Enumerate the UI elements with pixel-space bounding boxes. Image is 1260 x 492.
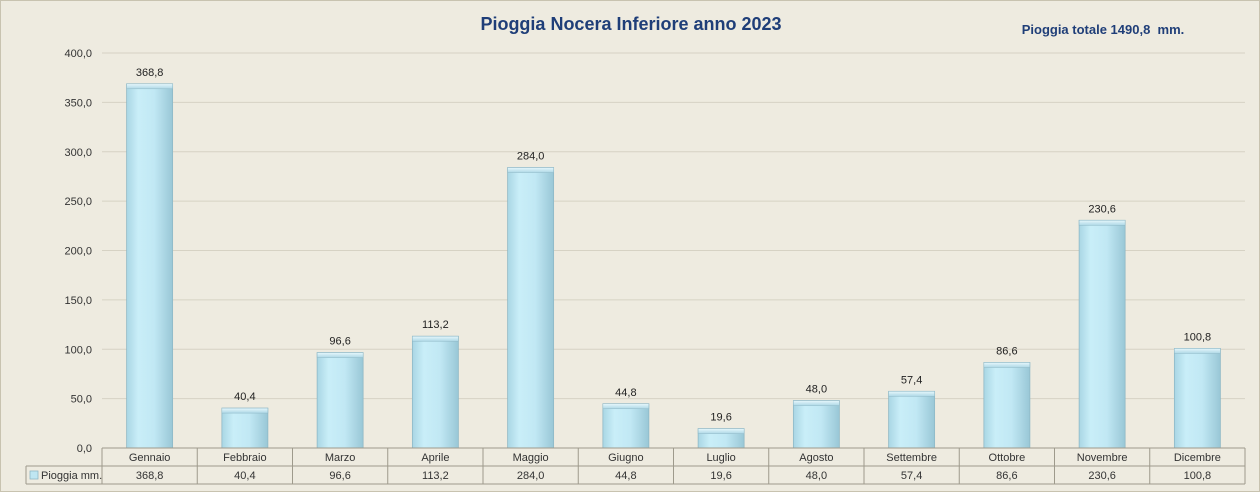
- bar-febbraio: [221, 407, 269, 449]
- bar-agosto: [792, 400, 840, 449]
- x-tick-label: Giugno: [608, 452, 643, 464]
- bar-top-cap: [412, 335, 459, 342]
- data-label: 86,6: [996, 345, 1017, 357]
- x-tick-label: Ottobre: [989, 452, 1026, 464]
- bar-settembre: [888, 390, 936, 449]
- x-tick-label: Agosto: [799, 452, 833, 464]
- y-tick-label: 350,0: [64, 97, 92, 109]
- data-label: 96,6: [329, 336, 350, 348]
- table-value: 19,6: [710, 470, 731, 482]
- data-label: 44,8: [615, 387, 636, 399]
- table-value: 368,8: [136, 470, 164, 482]
- bar-maggio: [507, 167, 555, 449]
- y-tick-label: 100,0: [64, 344, 92, 356]
- y-tick-label: 400,0: [64, 48, 92, 60]
- bar-top-cap: [1174, 348, 1221, 354]
- bar-ottobre: [983, 362, 1031, 449]
- x-tick-label: Gennaio: [129, 452, 171, 464]
- x-tick-label: Luglio: [706, 452, 735, 464]
- table-value: 100,8: [1184, 470, 1212, 482]
- bar-top-cap: [316, 352, 364, 358]
- x-tick-label: Dicembre: [1174, 452, 1221, 464]
- y-tick-label: 300,0: [64, 147, 92, 159]
- bars: [126, 83, 1221, 449]
- bar-top-cap: [507, 167, 554, 173]
- table-value: 284,0: [517, 470, 545, 482]
- table-value: 57,4: [901, 470, 922, 482]
- table-value: 96,6: [329, 470, 350, 482]
- bar-top-cap: [1078, 220, 1126, 226]
- bar-giugno: [602, 403, 650, 449]
- total-rainfall-note: Pioggia totale 1490,8 mm.: [1022, 22, 1185, 37]
- data-labels: 368,8 40,4 96,6 113,2 284,0 44,8 19,6 48,0 57,4 8…: [136, 67, 1211, 424]
- data-label: 19,6: [710, 412, 731, 424]
- table-value: 44,8: [615, 470, 636, 482]
- data-label: 57,4: [901, 374, 922, 386]
- y-axis-ticks: 0,0 50,0 100,0 150,0 200,0 250,0 300,0 350,0 400…: [64, 48, 92, 455]
- data-table: Gennaio 368,8 Febbraio 40,4 Marzo 96,6 Aprile 1…: [25, 447, 1246, 485]
- bar-top-cap: [793, 400, 840, 406]
- bar-top-cap: [983, 362, 1031, 368]
- bar-aprile: [411, 335, 459, 449]
- y-tick-label: 200,0: [64, 246, 92, 258]
- gridlines: [102, 52, 1245, 449]
- bar-top-cap: [602, 403, 650, 410]
- x-tick-label: Aprile: [421, 452, 449, 464]
- bar-top-cap: [888, 391, 935, 397]
- chart-title: Pioggia Nocera Inferiore anno 2023: [480, 14, 781, 34]
- x-tick-label: Marzo: [325, 452, 356, 464]
- data-label: 368,8: [136, 67, 164, 79]
- y-tick-label: 0,0: [77, 443, 92, 455]
- x-tick-label: Settembre: [886, 452, 937, 464]
- x-tick-label: Febbraio: [223, 452, 266, 464]
- table-value: 40,4: [234, 470, 255, 482]
- y-tick-label: 150,0: [64, 295, 92, 307]
- data-label: 48,0: [806, 384, 827, 396]
- x-tick-label: Maggio: [513, 452, 549, 464]
- legend-key: [29, 470, 39, 480]
- bar-top-cap: [126, 83, 173, 90]
- table-value: 230,6: [1088, 470, 1116, 482]
- data-label: 40,4: [234, 391, 255, 403]
- bar-gennaio: [126, 83, 174, 449]
- data-label: 284,0: [517, 151, 545, 163]
- x-tick-label: Novembre: [1077, 452, 1128, 464]
- table-value: 48,0: [806, 470, 827, 482]
- bar-top-cap: [221, 407, 269, 414]
- bar-dicembre: [1173, 348, 1221, 449]
- bar-novembre: [1078, 219, 1126, 449]
- bar-marzo: [316, 352, 364, 449]
- data-label: 100,8: [1184, 331, 1212, 343]
- table-value: 113,2: [422, 470, 449, 482]
- data-label: 113,2: [422, 319, 449, 331]
- legend-series-name: Pioggia mm.: [41, 470, 102, 482]
- y-tick-label: 50,0: [71, 394, 92, 406]
- table-value: 86,6: [996, 470, 1017, 482]
- bar-top-cap: [697, 428, 745, 434]
- data-label: 230,6: [1088, 203, 1116, 215]
- y-tick-label: 250,0: [64, 196, 92, 208]
